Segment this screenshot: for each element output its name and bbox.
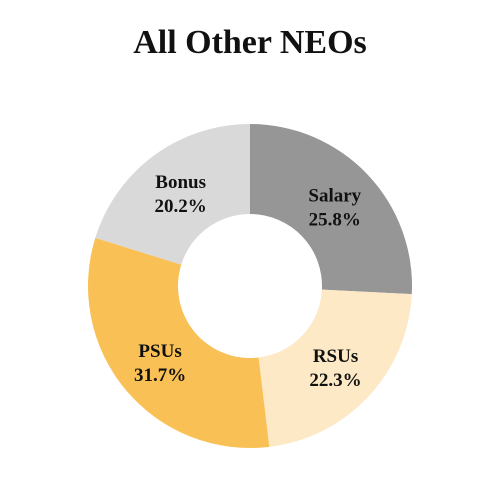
slice-value-rsus: 22.3% (309, 370, 361, 391)
slice-value-bonus: 20.2% (155, 196, 207, 217)
slice-salary (250, 124, 412, 295)
slice-label-bonus: Bonus (155, 172, 206, 193)
slice-label-salary: Salary (308, 185, 361, 206)
slice-label-psus: PSUs (138, 341, 181, 362)
slices-group (88, 124, 412, 448)
chart-title: All Other NEOs (133, 24, 367, 61)
slice-value-salary: 25.8% (309, 209, 361, 230)
slice-bonus (95, 124, 250, 265)
slice-label-rsus: RSUs (313, 346, 358, 367)
slice-psus (88, 237, 270, 448)
slice-rsus (258, 289, 412, 447)
labels-group: Salary 25.8% RSUs 22.3% PSUs 31.7% Bonus 20.2% (134, 172, 362, 391)
slice-value-psus: 31.7% (134, 365, 186, 386)
